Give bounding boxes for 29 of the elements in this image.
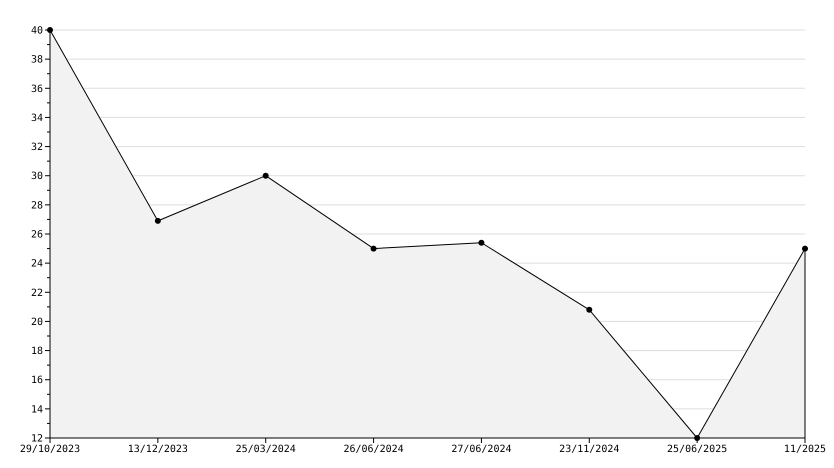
y-tick-label: 16 bbox=[30, 375, 43, 386]
x-tick-label: 26/06/2024 bbox=[343, 444, 404, 455]
x-tick-label: 13/12/2023 bbox=[128, 444, 188, 455]
point bbox=[154, 218, 161, 224]
x-tick-label: 29/10/2023 bbox=[20, 444, 80, 455]
x-tick-label: 23/11/2024 bbox=[559, 444, 620, 455]
y-tick-label: 30 bbox=[30, 171, 43, 182]
point bbox=[478, 240, 484, 246]
x-tick-label: 27/06/2024 bbox=[451, 444, 512, 455]
y-tick-label: 38 bbox=[30, 54, 43, 66]
x-tick-label: 25/06/2025 bbox=[667, 444, 728, 455]
x-tick-label: 11/2025 bbox=[784, 444, 826, 455]
point bbox=[262, 172, 269, 179]
y-tick-label: 14 bbox=[30, 404, 43, 416]
x-tick-label: 25/03/2024 bbox=[236, 444, 296, 455]
y-tick-label: 40 bbox=[30, 26, 43, 36]
y-tick-label: 34 bbox=[30, 112, 43, 124]
y-tick-label: 28 bbox=[30, 200, 43, 212]
y-tick-label: 26 bbox=[30, 230, 43, 240]
y-tick-label: 22 bbox=[30, 288, 43, 299]
y-tick-label: 32 bbox=[30, 142, 43, 154]
point bbox=[586, 306, 592, 313]
y-tick-label: 12 bbox=[30, 434, 43, 444]
point bbox=[370, 246, 377, 252]
y-tick-label: 36 bbox=[30, 84, 43, 95]
y-tick-label: 24 bbox=[30, 258, 43, 270]
y-tick-label: 20 bbox=[30, 316, 43, 328]
point bbox=[802, 246, 808, 252]
y-tick-label: 18 bbox=[30, 346, 43, 358]
